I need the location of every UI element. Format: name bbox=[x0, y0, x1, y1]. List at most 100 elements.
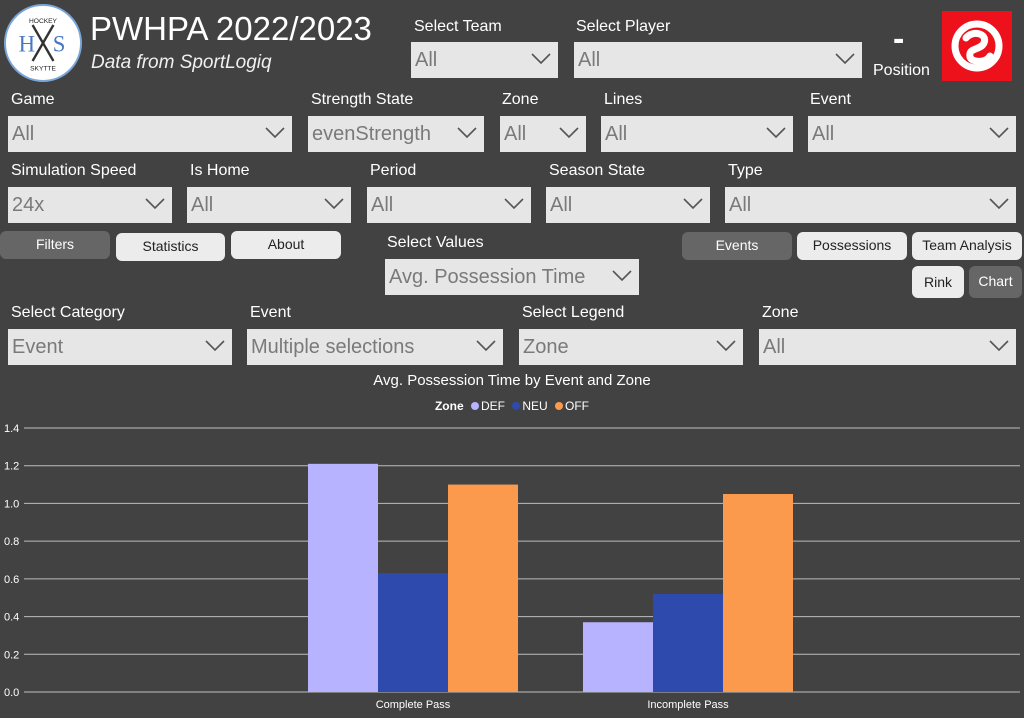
simulation-speed-value: 24x bbox=[12, 194, 45, 216]
event-filter-dropdown[interactable]: All bbox=[808, 116, 1016, 152]
lines-dropdown[interactable]: All bbox=[601, 116, 793, 152]
chevron-down-icon bbox=[265, 127, 285, 139]
position-label: Position bbox=[873, 62, 930, 79]
legend-title: Zone bbox=[434, 399, 464, 413]
chevron-down-icon bbox=[457, 127, 477, 139]
chart-zone-label: Zone bbox=[762, 304, 799, 321]
x-tick-label: Complete Pass bbox=[376, 699, 451, 711]
y-tick-label: 0.2 bbox=[4, 649, 19, 661]
type-dropdown[interactable]: All bbox=[725, 187, 1016, 223]
chart-event-label: Event bbox=[250, 304, 291, 321]
game-dropdown[interactable]: All bbox=[8, 116, 292, 152]
bar-neu-0[interactable] bbox=[378, 573, 448, 692]
rink-button[interactable]: Rink bbox=[912, 266, 964, 298]
bar-off-0[interactable] bbox=[448, 484, 518, 692]
period-label: Period bbox=[370, 162, 417, 179]
logo-top-text: HOCKEY bbox=[29, 18, 58, 25]
select-team-dropdown[interactable]: All bbox=[411, 42, 558, 78]
chevron-down-icon bbox=[476, 340, 496, 352]
chevron-down-icon bbox=[683, 198, 703, 210]
zone-value: All bbox=[504, 123, 527, 145]
y-tick-label: 0.6 bbox=[4, 574, 19, 586]
event-filter-value: All bbox=[812, 123, 835, 145]
page-title: PWHPA 2022/2023 bbox=[90, 10, 372, 47]
game-value: All bbox=[12, 123, 35, 145]
tab-possessions[interactable]: Possessions bbox=[797, 232, 907, 260]
chart-zone-dropdown[interactable]: All bbox=[759, 329, 1016, 365]
is-home-dropdown[interactable]: All bbox=[187, 187, 351, 223]
y-tick-label: 0.4 bbox=[4, 612, 19, 624]
select-legend-value: Zone bbox=[523, 336, 569, 358]
bar-neu-1[interactable] bbox=[653, 593, 723, 692]
chevron-down-icon bbox=[205, 340, 225, 352]
select-category-value: Event bbox=[12, 336, 64, 358]
chevron-down-icon bbox=[989, 340, 1009, 352]
logo-left-letter: H bbox=[19, 32, 35, 57]
chevron-down-icon bbox=[716, 340, 736, 352]
chart-legend: Zone DEF NEU OFF bbox=[0, 399, 1024, 413]
strength-state-dropdown[interactable]: evenStrength bbox=[308, 116, 484, 152]
simulation-speed-dropdown[interactable]: 24x bbox=[8, 187, 172, 223]
chevron-down-icon bbox=[145, 198, 165, 210]
chevron-down-icon bbox=[612, 270, 632, 282]
chart-button[interactable]: Chart bbox=[969, 266, 1022, 298]
y-tick-label: 1.2 bbox=[4, 461, 19, 473]
select-legend-label: Select Legend bbox=[522, 304, 625, 321]
select-player-value: All bbox=[578, 49, 601, 71]
strength-state-value: evenStrength bbox=[312, 123, 431, 145]
tab-team-analysis[interactable]: Team Analysis bbox=[912, 232, 1022, 260]
is-home-value: All bbox=[191, 194, 214, 216]
zone-dropdown[interactable]: All bbox=[500, 116, 586, 152]
legend-def-label[interactable]: DEF bbox=[480, 399, 505, 413]
chevron-down-icon bbox=[559, 127, 579, 139]
type-value: All bbox=[729, 194, 752, 216]
chart-title: Avg. Possession Time by Event and Zone bbox=[373, 372, 651, 389]
season-state-dropdown[interactable]: All bbox=[546, 187, 710, 223]
y-tick-label: 0.0 bbox=[4, 687, 19, 699]
period-value: All bbox=[371, 194, 394, 216]
game-label: Game bbox=[11, 91, 55, 108]
y-tick-label: 1.4 bbox=[4, 423, 19, 435]
logo-bottom-text: SKYTTE bbox=[30, 66, 56, 73]
legend-off-label[interactable]: OFF bbox=[565, 399, 590, 413]
bar-chart: 0.0 0.2 0.4 0.6 0.8 1.0 1.2 1.4 Complete Pass Inc… bbox=[4, 423, 1020, 711]
y-tick-label: 1.0 bbox=[4, 498, 19, 510]
chart-event-dropdown[interactable]: Multiple selections bbox=[247, 329, 503, 365]
tab-filters[interactable]: Filters bbox=[0, 231, 110, 259]
select-values-value: Avg. Possession Time bbox=[389, 266, 586, 288]
select-legend-dropdown[interactable]: Zone bbox=[519, 329, 743, 365]
chevron-down-icon bbox=[835, 53, 855, 65]
select-player-dropdown[interactable]: All bbox=[574, 42, 862, 78]
chevron-down-icon bbox=[766, 127, 786, 139]
bar-def-0[interactable] bbox=[308, 463, 378, 692]
page-subtitle: Data from SportLogiq bbox=[91, 52, 272, 73]
legend-off-swatch bbox=[555, 402, 564, 410]
select-team-label: Select Team bbox=[414, 18, 502, 35]
lines-label: Lines bbox=[604, 91, 643, 108]
chevron-down-icon bbox=[989, 198, 1009, 210]
hockey-skytte-logo: HOCKEY H S SKYTTE bbox=[4, 4, 82, 82]
tab-about[interactable]: About bbox=[231, 231, 341, 259]
select-player-label: Select Player bbox=[576, 18, 671, 35]
chart-zone-value: All bbox=[763, 336, 786, 358]
select-category-label: Select Category bbox=[11, 304, 125, 321]
select-team-value: All bbox=[415, 49, 438, 71]
period-dropdown[interactable]: All bbox=[367, 187, 531, 223]
tab-events[interactable]: Events bbox=[682, 232, 792, 260]
bar-off-1[interactable] bbox=[723, 494, 793, 692]
select-values-dropdown[interactable]: Avg. Possession Time bbox=[385, 259, 639, 295]
type-label: Type bbox=[728, 162, 763, 179]
select-category-dropdown[interactable]: Event bbox=[8, 329, 232, 365]
y-tick-label: 0.8 bbox=[4, 536, 19, 548]
chevron-down-icon bbox=[504, 198, 524, 210]
legend-def-swatch bbox=[470, 402, 479, 410]
tab-statistics[interactable]: Statistics bbox=[116, 233, 225, 261]
bar-def-1[interactable] bbox=[583, 622, 653, 692]
legend-neu-swatch bbox=[512, 402, 521, 410]
season-state-value: All bbox=[550, 194, 573, 216]
season-state-label: Season State bbox=[549, 162, 646, 179]
chevron-down-icon bbox=[989, 127, 1009, 139]
is-home-label: Is Home bbox=[190, 162, 250, 179]
chart-event-value: Multiple selections bbox=[251, 336, 415, 358]
legend-neu-label[interactable]: NEU bbox=[522, 399, 548, 413]
